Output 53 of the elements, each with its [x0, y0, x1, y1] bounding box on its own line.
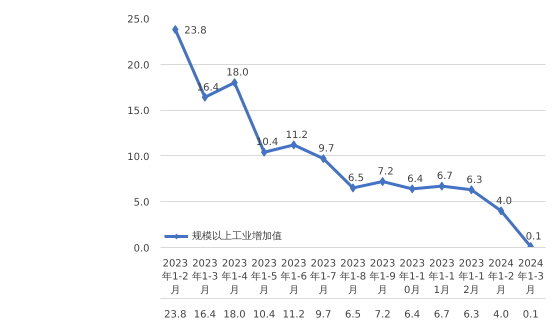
data-label: 6.4 — [404, 310, 420, 320]
x-tick-label: 2023年1-11月 — [428, 258, 456, 296]
y-tick-label: 15.0 — [127, 106, 150, 118]
text: 4.0 — [496, 196, 512, 207]
x-tick-label: 2023年1-9月 — [369, 258, 396, 296]
text: 7.2 — [378, 166, 394, 178]
x-tick-label: 2023年1-7月 — [310, 258, 337, 296]
x-tick-label: 2023年1-12月 — [458, 258, 485, 296]
point — [498, 206, 504, 216]
text: 6.4 — [407, 174, 424, 185]
y-tick-label: 5.0 — [134, 198, 150, 209]
y-tick-label: 25.0 — [127, 14, 150, 26]
data-label: 16.4 — [194, 310, 216, 320]
point — [379, 177, 386, 186]
data-label: 18.0 — [223, 310, 246, 320]
text: 6.7 — [436, 171, 453, 182]
text: 18.0 — [226, 68, 249, 79]
x-tick-label: 2023年1-10月 — [399, 258, 426, 296]
x-tick-label: 2023年1-5月 — [250, 258, 278, 296]
data-label: 10.4 — [253, 310, 276, 320]
x-tick-label: 2023年1-8月 — [340, 258, 366, 296]
x-tick-label: 2024年1-3月 — [518, 258, 544, 296]
data-label: 6.3 — [464, 310, 480, 320]
y-tick-label: 20.0 — [127, 60, 150, 72]
data-label: 0.1 — [522, 310, 539, 320]
text: 0.1 — [526, 232, 542, 243]
x-tick-label: 2023年1-3月 — [192, 258, 218, 296]
text: 23.8 — [184, 25, 207, 36]
point — [231, 78, 238, 88]
point — [468, 185, 475, 194]
text: 9.7 — [318, 144, 334, 155]
y-tick-label: 10.0 — [127, 152, 150, 163]
data-label: 4.0 — [493, 310, 510, 320]
point — [320, 154, 327, 164]
x-tick-label: 2023年1-2月 — [162, 258, 188, 296]
text: 11.2 — [286, 130, 308, 141]
data-label: 7.2 — [374, 310, 391, 320]
data-label: 6.7 — [434, 310, 450, 320]
point — [260, 148, 268, 157]
legend-label: 规模以上工业增加值 — [192, 230, 282, 243]
point — [350, 183, 356, 192]
x-tick-label: 2023年1-6月 — [280, 258, 307, 296]
data-label: 11.2 — [282, 310, 305, 320]
point — [202, 92, 208, 102]
data-label: 9.7 — [315, 310, 332, 320]
text: 6.5 — [348, 172, 364, 184]
data-label: 23.8 — [164, 310, 186, 320]
y-tick-label: 0.0 — [134, 244, 150, 254]
text: 6.3 — [466, 174, 482, 186]
x-tick-label: 2024年1-2月 — [488, 258, 514, 296]
point — [438, 182, 446, 191]
data-label: 6.5 — [345, 310, 361, 320]
x-tick-label: 2023年1-4月 — [221, 258, 248, 296]
